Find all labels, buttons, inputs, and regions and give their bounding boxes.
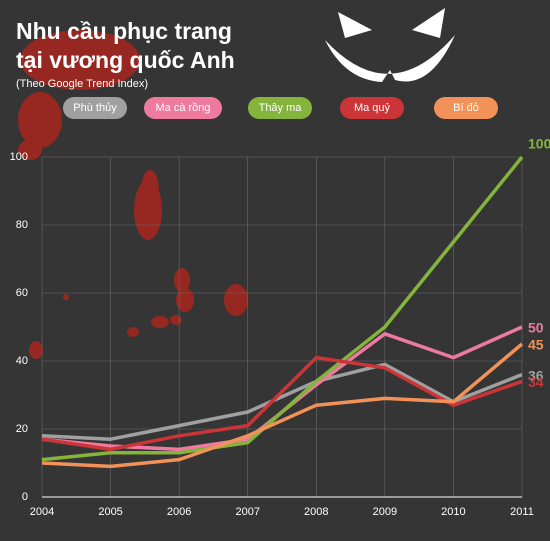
series-line: [41, 362, 523, 441]
x-tick-label: 2009: [373, 506, 397, 518]
legend-label: Thây ma: [259, 102, 303, 114]
x-tick-label: 2006: [167, 506, 191, 518]
series-line: [41, 155, 524, 462]
series-line: [41, 342, 524, 469]
end-label: 34: [528, 374, 544, 390]
chart-subtitle: (Theo Google Trend Index): [16, 78, 148, 90]
x-tick-label: 2008: [304, 506, 328, 518]
legend-pill: [144, 97, 222, 119]
y-tick-label: 60: [16, 287, 28, 299]
series-line: [41, 355, 523, 452]
y-tick-label: 20: [16, 423, 28, 435]
y-tick-label: 0: [22, 491, 28, 503]
legend-label: Ma cà rồng: [155, 102, 210, 114]
y-tick-label: 100: [10, 151, 28, 163]
x-tick-label: 2011: [510, 506, 534, 518]
legend-label: Ma quỷ: [354, 102, 391, 114]
x-tick-label: 2005: [98, 506, 122, 518]
end-label: 36: [528, 367, 544, 383]
legend-pill: [434, 97, 498, 119]
legend-pill: [340, 97, 404, 119]
y-tick-label: 80: [16, 219, 28, 231]
x-tick-label: 2004: [30, 506, 54, 518]
chart-title: Nhu cầu phục trang: [16, 18, 232, 44]
legend-pill: [248, 97, 312, 119]
chart-title: tại vương quốc Anh: [16, 47, 235, 73]
pumpkin-face: [325, 8, 455, 82]
y-tick-label: 40: [16, 355, 28, 367]
legend-pill: [63, 97, 127, 119]
x-tick-label: 2007: [235, 506, 259, 518]
legend-label: Bí đỏ: [453, 102, 479, 114]
x-tick-label: 2010: [441, 506, 465, 518]
legend-label: Phù thủy: [73, 102, 117, 114]
end-label: 100: [528, 136, 550, 152]
end-label: 50: [528, 320, 544, 336]
blood-splats: [18, 30, 248, 359]
end-label: 45: [528, 337, 544, 353]
